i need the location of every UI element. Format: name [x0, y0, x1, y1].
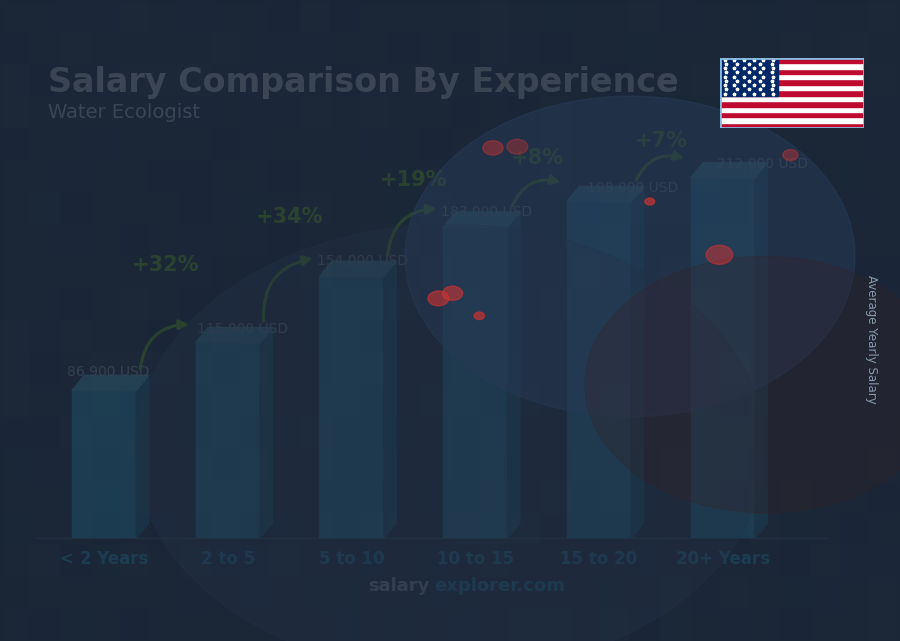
- Polygon shape: [320, 262, 396, 276]
- Bar: [720, 74, 864, 79]
- Text: Salary Comparison By Experience: Salary Comparison By Experience: [48, 65, 679, 99]
- Circle shape: [135, 224, 765, 641]
- Bar: [720, 90, 864, 96]
- Text: +7%: +7%: [634, 131, 688, 151]
- Polygon shape: [260, 328, 273, 538]
- Polygon shape: [443, 227, 508, 538]
- Circle shape: [474, 312, 484, 319]
- Polygon shape: [690, 178, 755, 538]
- Text: 198,000 USD: 198,000 USD: [587, 181, 678, 195]
- Circle shape: [482, 141, 503, 155]
- Text: +32%: +32%: [132, 255, 200, 275]
- Text: +8%: +8%: [510, 147, 563, 168]
- Text: Average Yearly Salary: Average Yearly Salary: [865, 276, 878, 404]
- Polygon shape: [567, 202, 631, 538]
- Polygon shape: [195, 328, 273, 343]
- Bar: [720, 85, 864, 90]
- Polygon shape: [72, 376, 148, 390]
- Polygon shape: [690, 163, 768, 178]
- Bar: [720, 58, 864, 63]
- Circle shape: [443, 286, 463, 301]
- Circle shape: [706, 246, 733, 264]
- Polygon shape: [443, 212, 520, 227]
- Text: +34%: +34%: [256, 207, 323, 227]
- Text: explorer.com: explorer.com: [435, 577, 565, 595]
- Bar: [720, 112, 864, 117]
- Bar: [720, 123, 864, 128]
- Text: 212,000 USD: 212,000 USD: [716, 157, 807, 171]
- Polygon shape: [195, 343, 260, 538]
- Polygon shape: [383, 262, 396, 538]
- Circle shape: [428, 291, 449, 306]
- Circle shape: [645, 198, 654, 205]
- Bar: [720, 101, 864, 106]
- Bar: [720, 106, 864, 112]
- Text: salary: salary: [368, 577, 429, 595]
- Text: 183,000 USD: 183,000 USD: [441, 204, 532, 219]
- Bar: [720, 117, 864, 123]
- Polygon shape: [320, 276, 383, 538]
- Polygon shape: [508, 212, 520, 538]
- Circle shape: [405, 96, 855, 417]
- Bar: [720, 58, 778, 96]
- Bar: [720, 69, 864, 74]
- Bar: [720, 96, 864, 101]
- Bar: [720, 63, 864, 69]
- Circle shape: [507, 139, 527, 154]
- Polygon shape: [631, 187, 644, 538]
- Text: Water Ecologist: Water Ecologist: [48, 103, 200, 122]
- Bar: [720, 79, 864, 85]
- Circle shape: [585, 256, 900, 513]
- Polygon shape: [72, 390, 136, 538]
- Circle shape: [783, 149, 798, 160]
- Text: 86,900 USD: 86,900 USD: [67, 365, 149, 379]
- Text: 115,000 USD: 115,000 USD: [197, 322, 288, 336]
- Polygon shape: [755, 163, 768, 538]
- Polygon shape: [136, 376, 149, 538]
- Text: +19%: +19%: [380, 170, 447, 190]
- Text: 154,000 USD: 154,000 USD: [317, 254, 408, 268]
- Polygon shape: [567, 187, 644, 202]
